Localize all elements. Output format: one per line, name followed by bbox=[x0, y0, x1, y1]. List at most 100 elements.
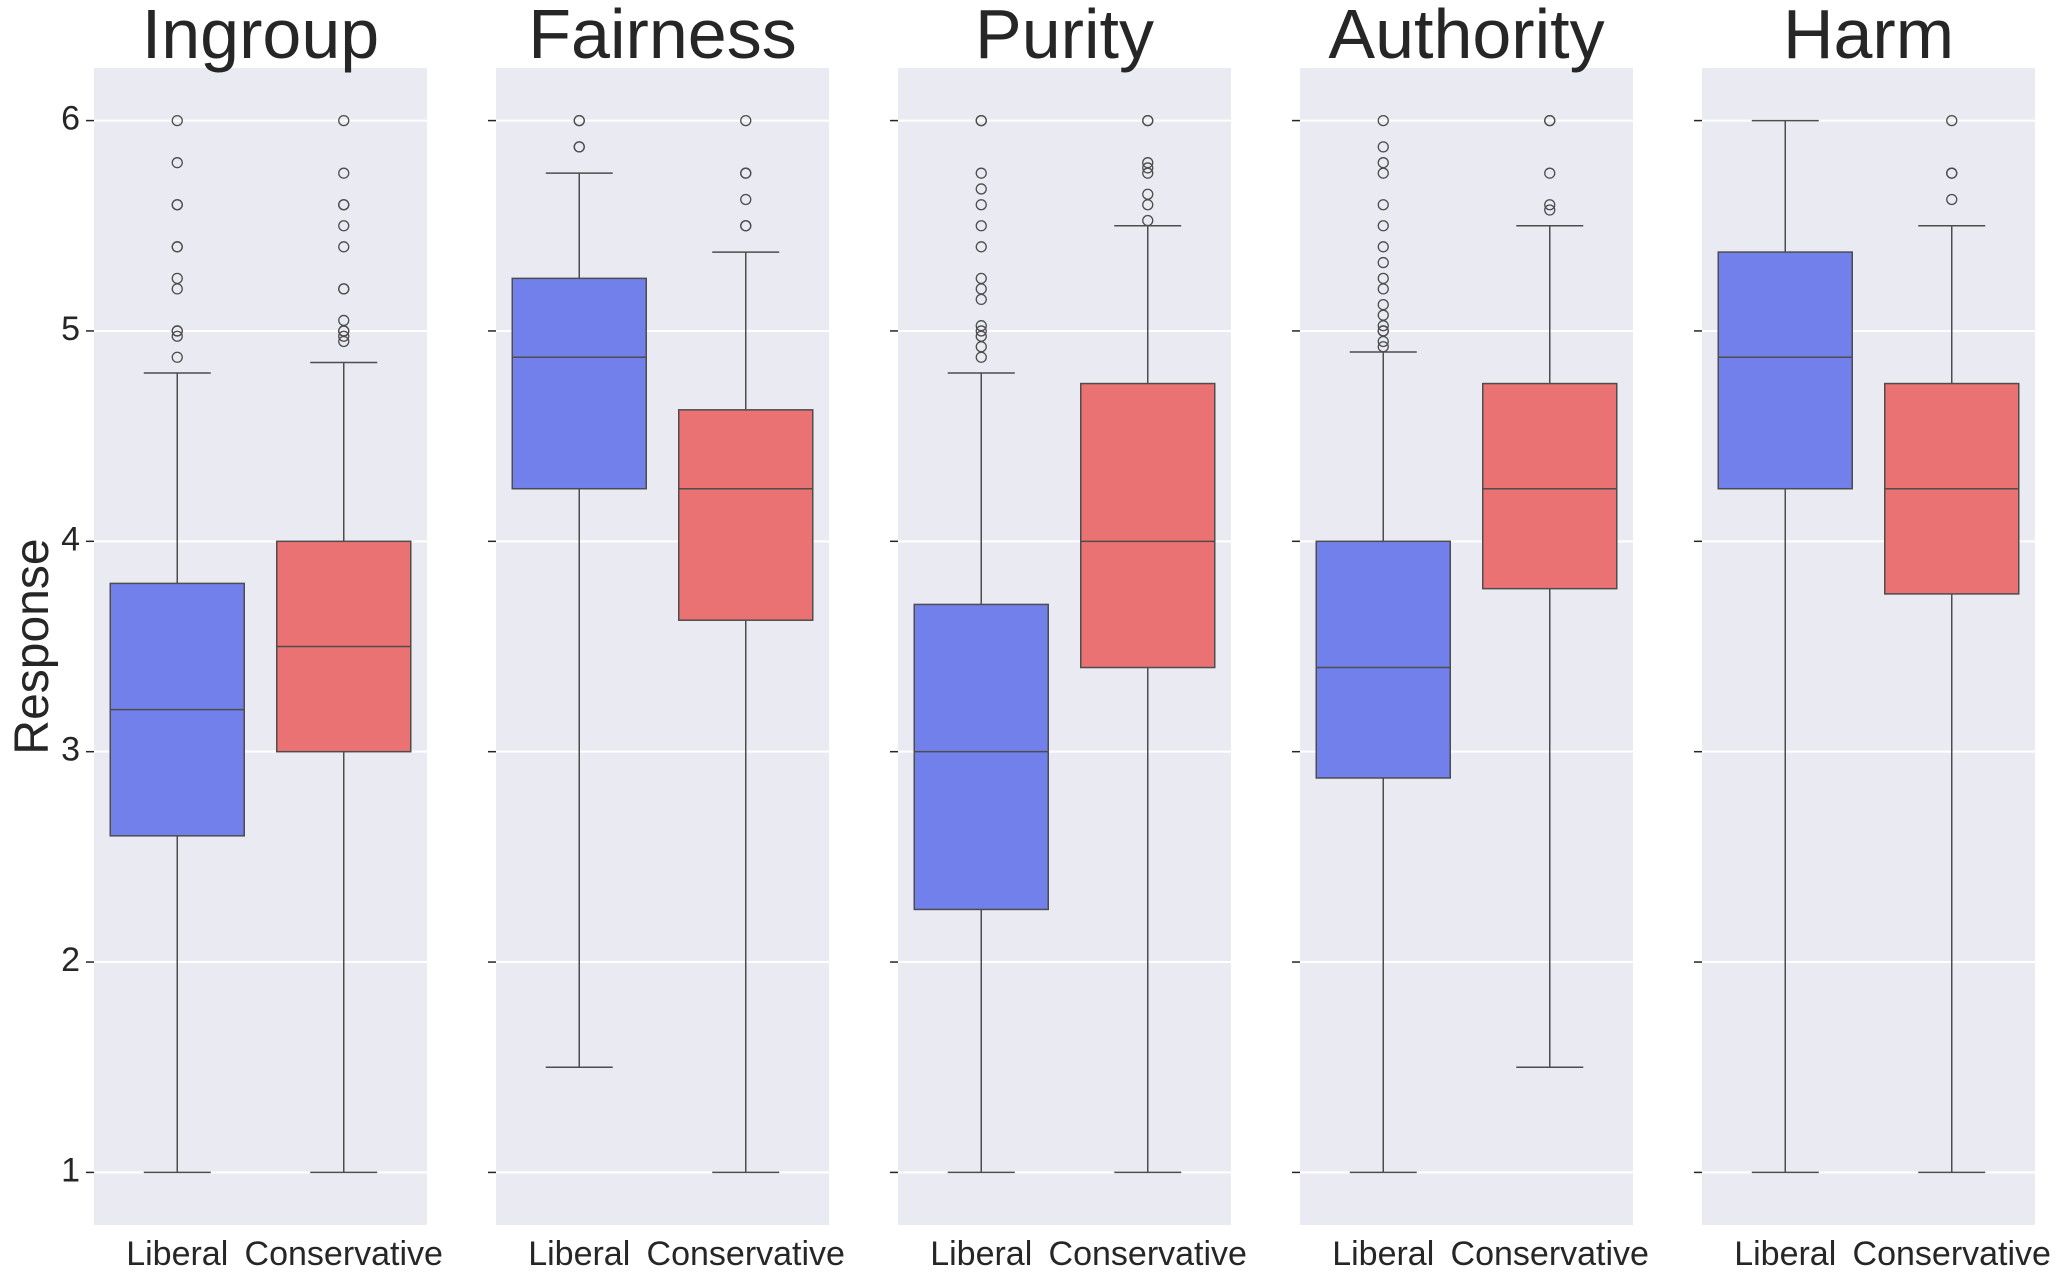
box-liberal bbox=[511, 114, 647, 1068]
x-tick-label: Liberal bbox=[930, 1235, 1032, 1273]
outlier-point bbox=[740, 167, 752, 179]
outlier-point bbox=[1544, 114, 1556, 127]
outlier-point bbox=[1377, 199, 1389, 211]
outlier-point bbox=[1377, 157, 1389, 169]
iqr-box bbox=[1315, 540, 1451, 779]
outlier-point bbox=[1142, 162, 1154, 174]
outlier-point bbox=[975, 320, 987, 332]
outlier-point bbox=[1946, 193, 1958, 206]
panel-background bbox=[1702, 68, 2035, 1225]
outlier-point bbox=[1377, 141, 1389, 153]
y-tick-label: 1 bbox=[61, 1151, 80, 1189]
panel-title: Purity bbox=[975, 0, 1154, 73]
x-tick-label: Liberal bbox=[1332, 1235, 1434, 1273]
box-conservative bbox=[678, 114, 814, 1174]
outlier-point bbox=[171, 199, 183, 211]
box-conservative bbox=[276, 114, 412, 1174]
panel-title: Fairness bbox=[528, 0, 796, 73]
outlier-point bbox=[1377, 241, 1389, 253]
box-conservative bbox=[1884, 114, 2020, 1174]
iqr-box bbox=[1717, 251, 1853, 490]
box-liberal bbox=[1315, 114, 1451, 1174]
y-tick-label: 4 bbox=[61, 520, 80, 558]
outlier-point bbox=[338, 114, 350, 127]
outlier-point bbox=[740, 220, 752, 232]
outlier-point bbox=[975, 114, 987, 127]
iqr-box bbox=[913, 603, 1049, 911]
outlier-point bbox=[1946, 114, 1958, 127]
outlier-point bbox=[338, 199, 350, 211]
outlier-point bbox=[975, 241, 987, 253]
outlier-point bbox=[171, 351, 183, 363]
x-tick-label: Liberal bbox=[126, 1235, 228, 1273]
box-liberal bbox=[913, 114, 1049, 1174]
panel-harm: Harm Liberal Conservative bbox=[1694, 0, 2051, 1273]
x-tick-label: Liberal bbox=[528, 1235, 630, 1273]
outlier-point bbox=[1142, 214, 1154, 227]
outlier-point bbox=[171, 157, 183, 169]
outlier-point bbox=[975, 220, 987, 232]
outlier-point bbox=[1142, 188, 1154, 200]
y-tick-label: 3 bbox=[61, 731, 80, 769]
outlier-point bbox=[1377, 299, 1389, 311]
outlier-point bbox=[1377, 220, 1389, 232]
outlier-point bbox=[1544, 204, 1556, 216]
box-liberal bbox=[1717, 119, 1853, 1174]
panel-title: Authority bbox=[1328, 0, 1604, 73]
panel-authority: Authority Liberal Conservative bbox=[1292, 0, 1649, 1273]
x-tick-label: Conservative bbox=[647, 1235, 845, 1273]
outlier-point bbox=[573, 141, 585, 153]
outlier-point bbox=[740, 193, 752, 206]
box-conservative bbox=[1080, 114, 1216, 1174]
x-tick-label: Liberal bbox=[1734, 1235, 1836, 1273]
panel-title: Ingroup bbox=[142, 0, 379, 73]
outlier-point bbox=[1377, 341, 1389, 353]
outlier-point bbox=[1142, 157, 1154, 169]
outlier-point bbox=[1377, 256, 1389, 269]
outlier-point bbox=[1377, 272, 1389, 285]
outlier-point bbox=[338, 314, 350, 327]
outlier-point bbox=[171, 325, 183, 337]
outlier-point bbox=[338, 330, 350, 342]
panel-title: Harm bbox=[1783, 0, 1954, 73]
y-tick-label: 5 bbox=[61, 310, 80, 348]
box-liberal bbox=[109, 114, 245, 1174]
panel-fairness: Fairness Liberal Conservative bbox=[488, 0, 845, 1273]
y-tick-label: 2 bbox=[61, 941, 80, 979]
outlier-point bbox=[975, 199, 987, 211]
outlier-point bbox=[1544, 199, 1556, 211]
outlier-point bbox=[1142, 114, 1154, 127]
outlier-point bbox=[171, 330, 183, 342]
outlier-point bbox=[1377, 114, 1389, 127]
x-tick-label: Conservative bbox=[245, 1235, 443, 1273]
outlier-point bbox=[338, 241, 350, 253]
outlier-point bbox=[975, 272, 987, 285]
outlier-point bbox=[975, 167, 987, 179]
box-conservative bbox=[1482, 114, 1618, 1068]
outlier-point bbox=[171, 241, 183, 253]
outlier-point bbox=[1377, 325, 1389, 337]
outlier-point bbox=[1946, 167, 1958, 179]
iqr-box bbox=[1482, 382, 1618, 590]
panel-background bbox=[496, 68, 829, 1225]
outlier-point bbox=[171, 272, 183, 285]
iqr-box bbox=[678, 409, 814, 621]
outlier-point bbox=[338, 283, 350, 295]
y-tick-label: 6 bbox=[61, 100, 80, 138]
panel-ingroup: Ingroup 1 2 3 4 5 6 Liberal Conservative bbox=[61, 0, 443, 1273]
outlier-point bbox=[975, 183, 987, 195]
outlier-point bbox=[573, 114, 585, 127]
x-tick-label: Conservative bbox=[1853, 1235, 2051, 1273]
outlier-point bbox=[338, 167, 350, 179]
x-tick-label: Conservative bbox=[1049, 1235, 1247, 1273]
iqr-box bbox=[1080, 382, 1216, 669]
outlier-point bbox=[740, 114, 752, 127]
iqr-box bbox=[511, 277, 647, 490]
panel-purity: Purity Liberal Conservative bbox=[890, 0, 1247, 1273]
outlier-point bbox=[975, 325, 987, 337]
x-tick-label: Conservative bbox=[1451, 1235, 1649, 1273]
outlier-point bbox=[338, 220, 350, 232]
y-axis-label: Response bbox=[6, 538, 59, 754]
outlier-point bbox=[171, 114, 183, 127]
